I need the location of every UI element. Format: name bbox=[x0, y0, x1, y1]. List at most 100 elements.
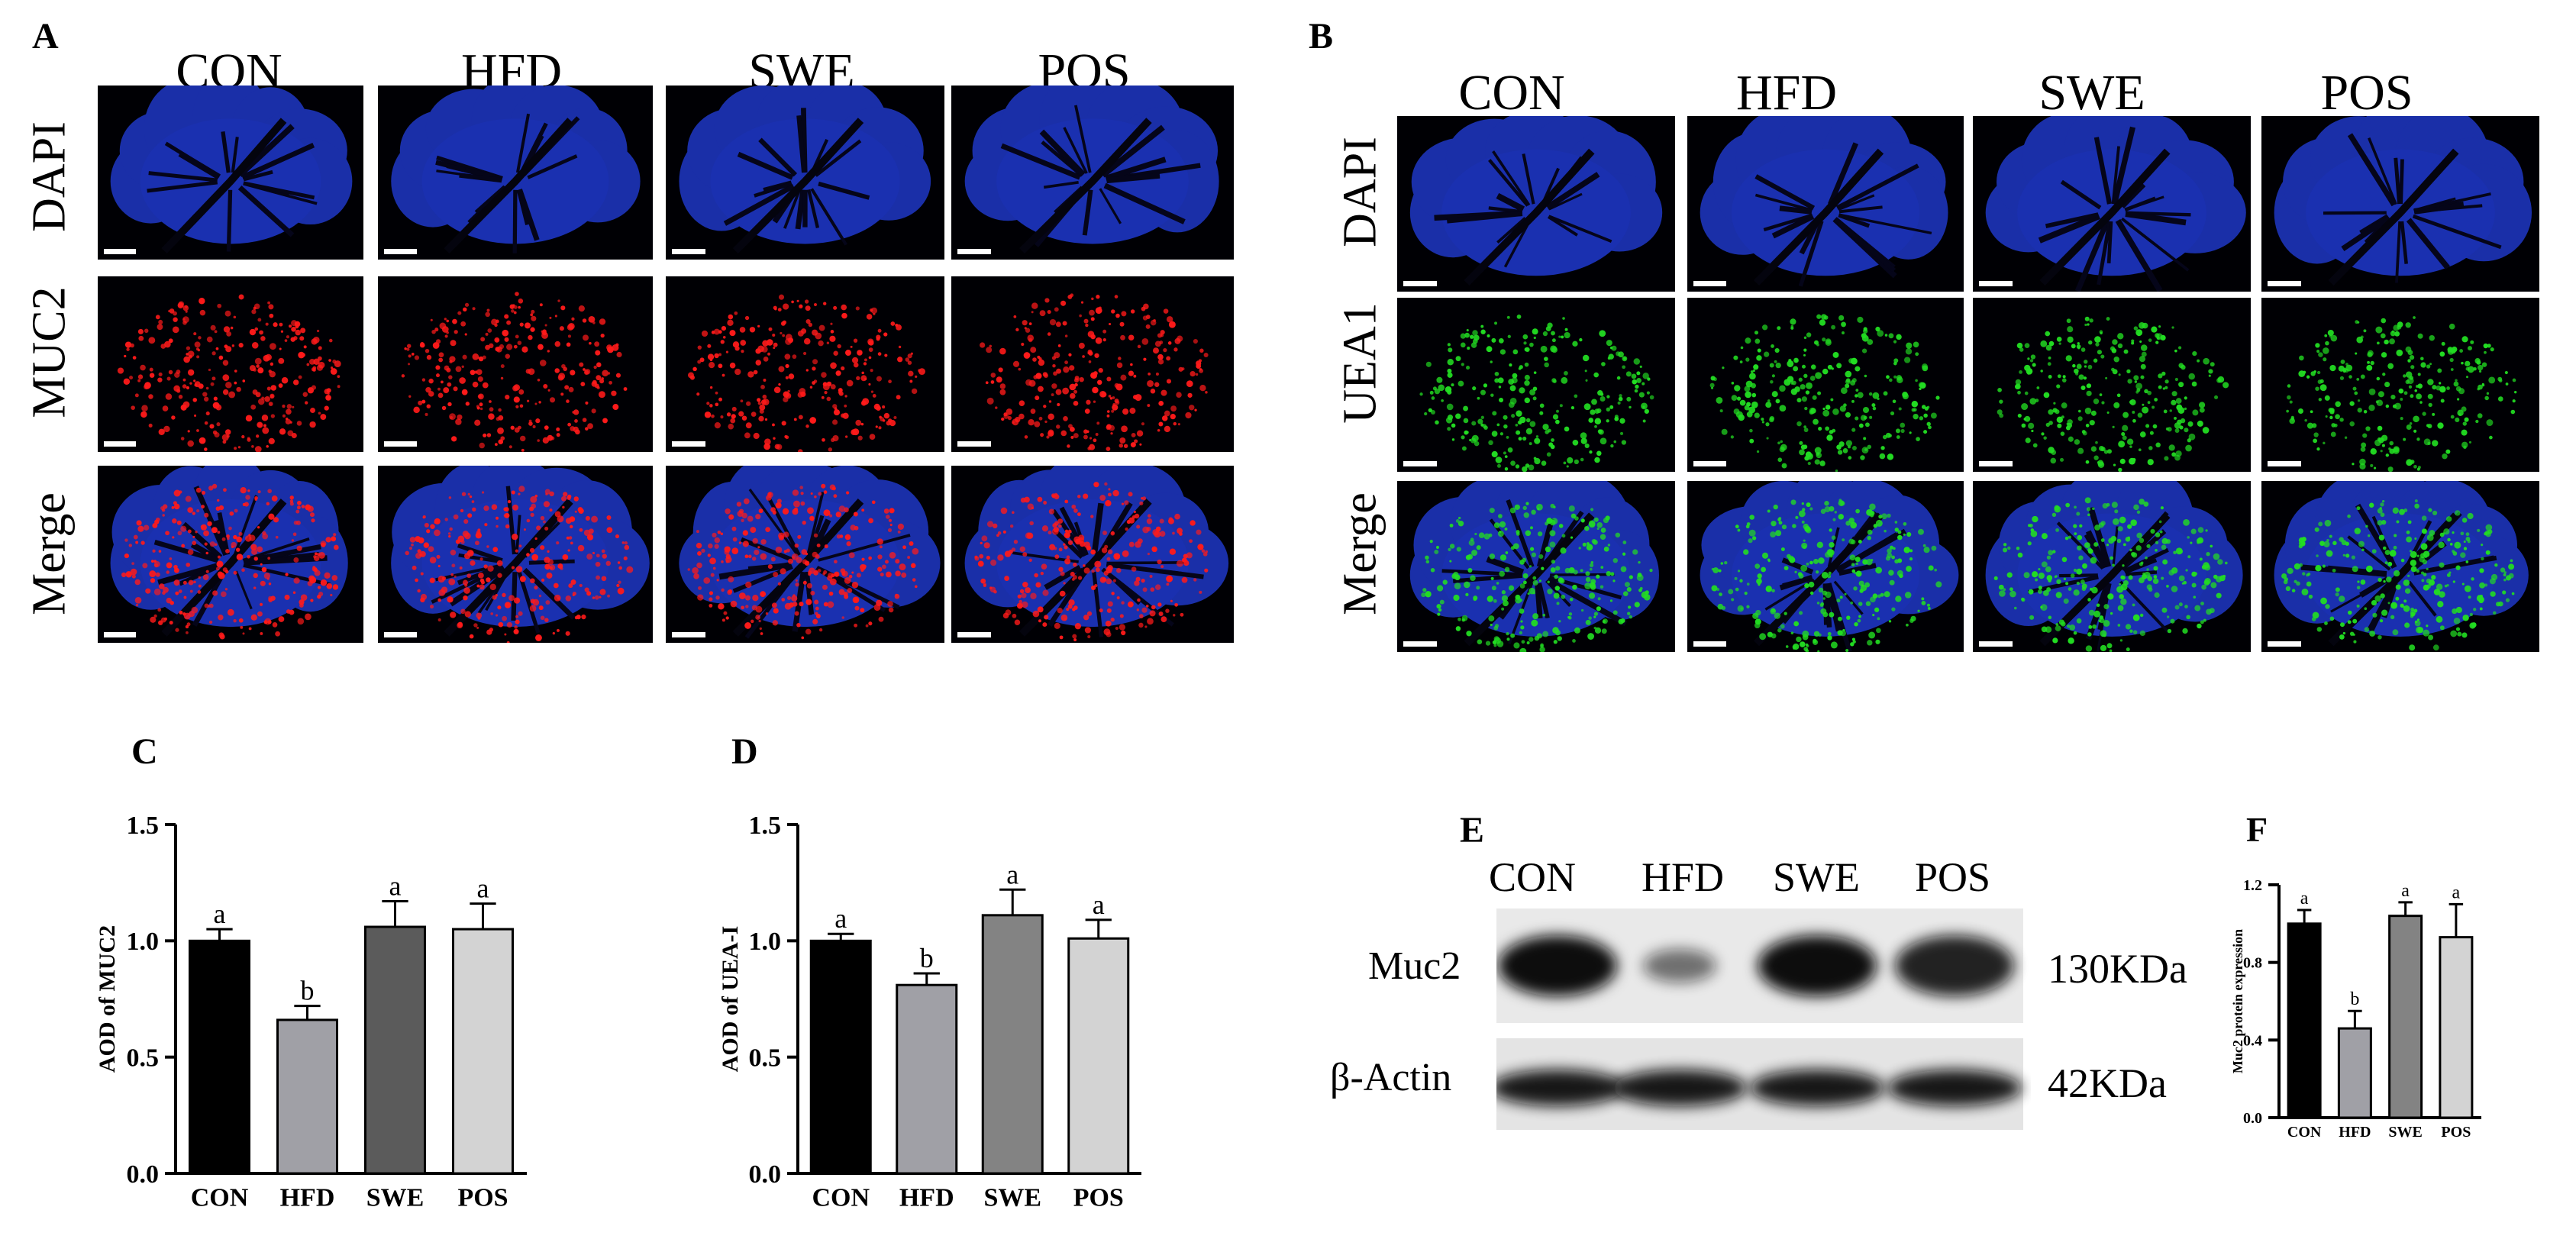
chart-f-panel-letter: F bbox=[2246, 810, 2268, 849]
micrograph-b-merge-pos bbox=[2261, 481, 2539, 652]
scale-bar bbox=[2268, 281, 2301, 286]
chart-f-bar-pos bbox=[2439, 936, 2474, 1119]
blot-lane-pos: POS bbox=[1915, 854, 1991, 900]
chart-d-bar-pos bbox=[1067, 937, 1130, 1175]
chart-f-x-tick-label: CON bbox=[2287, 1124, 2322, 1141]
micrograph-a-dapi-hfd bbox=[378, 86, 653, 260]
panel-letter-b: B bbox=[1309, 16, 1334, 56]
panel-b-column-pos: POS bbox=[2320, 65, 2413, 121]
chart-c-y-tick-label: 1.5 bbox=[127, 812, 160, 840]
chart-c-y-tick-label: 1.0 bbox=[127, 928, 160, 956]
panel-b-column-swe: SWE bbox=[2039, 65, 2145, 121]
scale-bar bbox=[1979, 641, 2013, 647]
chart-d-y-tick-label: 1.0 bbox=[749, 928, 782, 956]
chart-f-bar-swe bbox=[2388, 915, 2423, 1119]
chart-f-significance-label: a bbox=[2300, 889, 2309, 908]
western-blot bbox=[1496, 908, 2023, 1130]
chart-c-x-tick-label: CON bbox=[191, 1184, 249, 1212]
chart-c-bar-con bbox=[189, 939, 250, 1175]
micrograph-b-uea1-pos bbox=[2261, 298, 2539, 472]
chart-f-significance-label: a bbox=[2452, 883, 2461, 902]
chart-d-y-tick-label: 0.0 bbox=[749, 1160, 782, 1189]
blot-band-beta-actin-hfd bbox=[1612, 1070, 1747, 1106]
chart-c-panel-letter: C bbox=[131, 731, 158, 772]
micrograph-b-uea1-swe bbox=[1973, 298, 2251, 472]
scale-bar bbox=[1979, 461, 2013, 466]
blot-size-130kda: 130KDa bbox=[2048, 946, 2187, 992]
chart-c-significance-label: b bbox=[301, 976, 315, 1006]
chart-f-y-tick-label: 0.0 bbox=[2243, 1110, 2262, 1127]
chart-d-bar-con bbox=[809, 939, 872, 1175]
scale-bar bbox=[957, 249, 992, 254]
scale-bar bbox=[1403, 281, 1437, 286]
chart-d-y-tick-label: 1.5 bbox=[749, 812, 782, 840]
blot-row-muc2: Muc2 bbox=[1368, 944, 1461, 988]
scale-bar bbox=[104, 632, 136, 637]
blot-band-muc2-swe bbox=[1758, 935, 1877, 996]
chart-d-bar-swe bbox=[981, 914, 1044, 1175]
scale-bar bbox=[957, 632, 992, 637]
micrograph-a-muc2-con bbox=[98, 276, 363, 452]
blot-band-muc2-hfd bbox=[1643, 949, 1716, 983]
chart-f-y-axis-label: Muc2 protein expression bbox=[2230, 929, 2245, 1073]
chart-d-x-tick-label: SWE bbox=[983, 1184, 1041, 1212]
chart-f-x-tick-label: SWE bbox=[2388, 1124, 2422, 1141]
chart-d-x-tick-label: CON bbox=[812, 1184, 870, 1212]
chart-d-significance-label: a bbox=[1006, 859, 1018, 889]
micrograph-b-merge-con bbox=[1397, 481, 1675, 652]
chart-f-significance-label: a bbox=[2401, 881, 2410, 901]
scale-bar bbox=[1693, 281, 1727, 286]
blot-band-beta-actin-swe bbox=[1750, 1070, 1884, 1106]
chart-f-x-tick-label: HFD bbox=[2339, 1124, 2371, 1141]
scale-bar bbox=[2268, 461, 2301, 466]
chart-d-x-tick-label: POS bbox=[1073, 1184, 1124, 1212]
panel-letter-e: E bbox=[1460, 810, 1485, 850]
micrograph-a-dapi-swe bbox=[666, 86, 944, 260]
micrograph-b-uea1-hfd bbox=[1687, 298, 1964, 472]
chart-c-significance-label: a bbox=[477, 873, 489, 904]
micrograph-b-dapi-con bbox=[1397, 116, 1675, 292]
chart-c-bar-pos bbox=[452, 928, 514, 1175]
chart-f-x-tick-label: POS bbox=[2441, 1124, 2471, 1141]
micrograph-a-merge-pos bbox=[951, 466, 1234, 643]
blot-band-beta-actin-con bbox=[1496, 1070, 1625, 1106]
chart-c-significance-label: a bbox=[214, 899, 226, 929]
blot-band-beta-actin-pos bbox=[1887, 1070, 2022, 1106]
micrograph-b-dapi-hfd bbox=[1687, 116, 1964, 292]
blot-lane-swe: SWE bbox=[1773, 854, 1860, 900]
blot-lane-con: CON bbox=[1489, 854, 1577, 900]
scale-bar bbox=[2268, 641, 2301, 647]
blot-size-42kda: 42KDa bbox=[2048, 1060, 2167, 1106]
chart-d-y-axis-label: AOD of UEA-I bbox=[718, 926, 743, 1073]
micrograph-a-muc2-pos bbox=[951, 276, 1234, 452]
scale-bar bbox=[672, 441, 705, 447]
scale-bar bbox=[1693, 461, 1727, 466]
chart-c-y-tick-label: 0.0 bbox=[127, 1160, 160, 1189]
scale-bar bbox=[384, 632, 418, 637]
blot-lane-hfd: HFD bbox=[1641, 854, 1725, 900]
micrograph-a-muc2-hfd bbox=[378, 276, 653, 452]
chart-c-y-axis-label: AOD of MUC2 bbox=[95, 925, 120, 1073]
panel-b-column-con: CON bbox=[1458, 65, 1565, 121]
blot-band-muc2-con bbox=[1498, 935, 1617, 996]
micrograph-b-dapi-swe bbox=[1973, 116, 2251, 292]
scale-bar bbox=[104, 249, 136, 254]
blot-row-beta-actin: β-Actin bbox=[1330, 1056, 1452, 1099]
chart-c-x-tick-label: SWE bbox=[366, 1184, 424, 1212]
chart-d-significance-label: a bbox=[834, 903, 847, 934]
chart-c-bar-swe bbox=[364, 925, 426, 1175]
chart-f-y-tick-label: 0.8 bbox=[2243, 955, 2262, 972]
scale-bar bbox=[104, 441, 136, 447]
blot-band-muc2-pos bbox=[1895, 935, 2014, 996]
micrograph-b-merge-swe bbox=[1973, 481, 2251, 652]
panel-letter-a: A bbox=[32, 16, 59, 56]
panel-b-column-hfd: HFD bbox=[1735, 65, 1838, 121]
chart-f-y-tick-label: 1.2 bbox=[2243, 877, 2262, 894]
micrograph-b-dapi-pos bbox=[2261, 116, 2539, 292]
scale-bar bbox=[672, 249, 705, 254]
chart-d-significance-label: b bbox=[920, 943, 934, 973]
micrograph-b-uea1-con bbox=[1397, 298, 1675, 472]
scale-bar bbox=[1403, 461, 1437, 466]
